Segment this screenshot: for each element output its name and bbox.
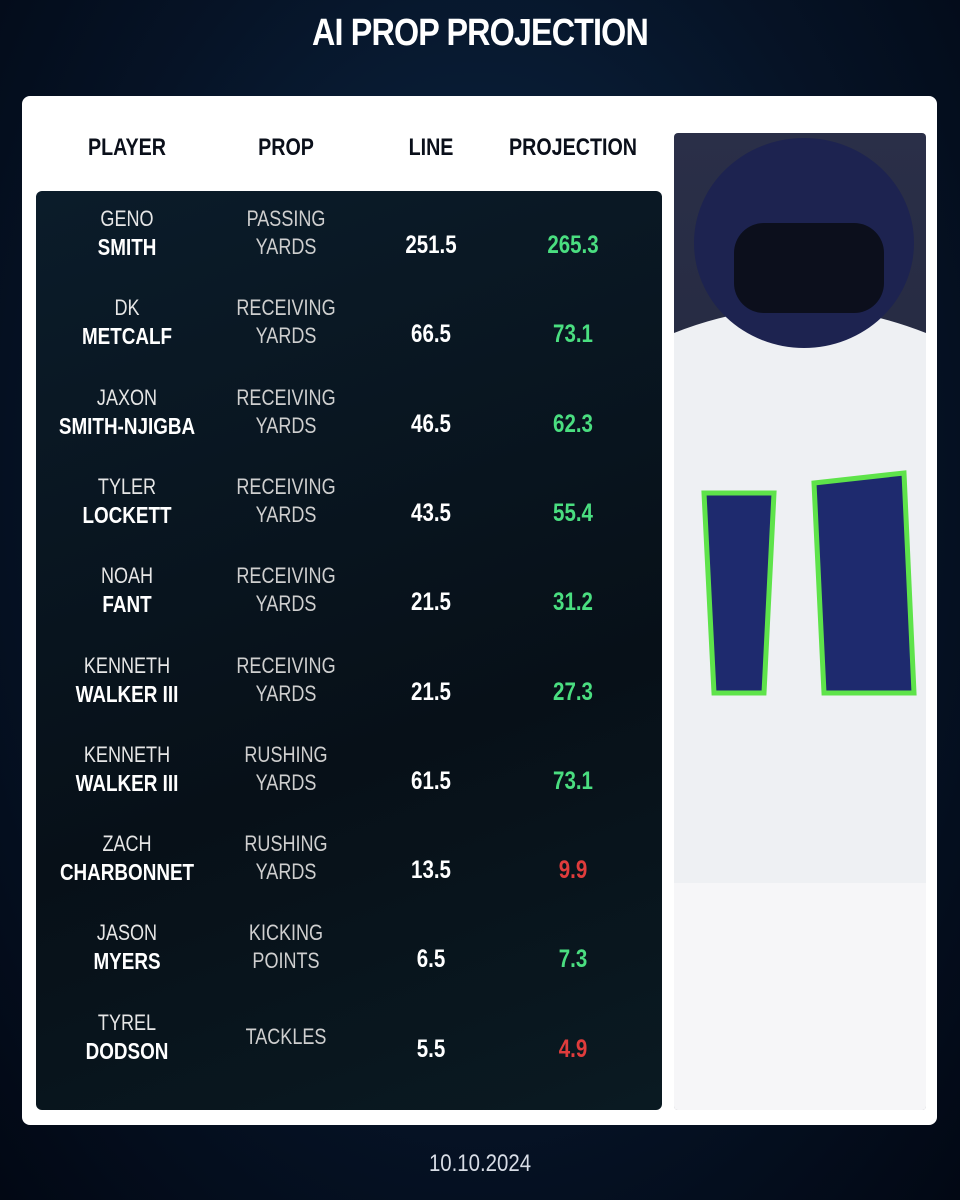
line: 46.5 [411, 409, 451, 438]
projection: 27.3 [553, 677, 593, 706]
prop: RUSHING [244, 741, 328, 767]
line: 6.5 [416, 945, 446, 974]
header: PROJECTION [509, 134, 637, 161]
date: 10.10.2024 [428, 1150, 532, 1177]
first-name: KENNETH [83, 652, 171, 678]
last-name: SMITH [97, 234, 157, 260]
prop: RECEIVING [236, 652, 336, 678]
prop: RUSHING [244, 831, 328, 857]
prop: TACKLES [245, 1023, 327, 1049]
first-name: GENO [100, 206, 154, 231]
player-photo [674, 133, 926, 1110]
last-name: DODSON [85, 1037, 169, 1064]
last-name: WALKER III [75, 680, 179, 707]
first-name: ZACH [102, 831, 152, 857]
projection: 4.9 [558, 1034, 588, 1063]
last-name: SMITH-NJIGBA [58, 412, 196, 439]
header: PROP [258, 134, 314, 161]
prop: KICKING [248, 920, 324, 946]
projection: 62.3 [553, 409, 593, 438]
prop: RECEIVING [236, 563, 336, 589]
line: 66.5 [411, 320, 451, 349]
prop: YARDS [255, 501, 317, 527]
prop: YARDS [255, 859, 317, 885]
line: 251.5 [405, 231, 457, 259]
prop: YARDS [255, 412, 317, 438]
first-name: TYLER [97, 473, 157, 499]
first-name: KENNETH [83, 741, 171, 767]
prop: YARDS [255, 591, 317, 617]
photo-art [674, 138, 926, 1110]
title: AI PROP PROJECTION [312, 12, 649, 54]
last-name: FANT [102, 591, 152, 618]
card: PLAYER PROP LINE PROJECTION GENO SMITH PAS… [22, 96, 937, 1125]
projection: 31.2 [553, 588, 593, 617]
header: LINE [408, 134, 454, 161]
header: PLAYER [87, 134, 167, 161]
last-name: WALKER III [75, 769, 179, 796]
last-name: MYERS [93, 948, 161, 975]
line: 21.5 [411, 588, 451, 617]
projection: 55.4 [553, 498, 593, 527]
line: 21.5 [411, 677, 451, 706]
projection: 73.1 [553, 320, 593, 349]
projection: 9.9 [558, 856, 588, 885]
last-name: LOCKETT [82, 501, 172, 528]
line: 43.5 [411, 498, 451, 527]
first-name: TYREL [97, 1009, 157, 1035]
prop: PASSING [246, 206, 326, 231]
line: 5.5 [416, 1034, 446, 1063]
projection: 7.3 [558, 945, 588, 974]
prop: YARDS [255, 680, 317, 706]
prop: RECEIVING [236, 295, 336, 321]
prop: YARDS [255, 234, 317, 259]
line: 61.5 [411, 766, 451, 795]
first-name: NOAH [100, 563, 154, 589]
pants [674, 883, 926, 1110]
prop: POINTS [252, 948, 320, 974]
last-name: METCALF [81, 323, 173, 350]
facemask [734, 223, 884, 313]
prop: RECEIVING [236, 473, 336, 499]
table-panel: GENO SMITH PASSING YARDS 251.5 265.3 DK METCALF… [36, 191, 662, 1110]
first-name: JAXON [96, 384, 158, 410]
projection: 73.1 [553, 766, 593, 795]
first-name: JASON [96, 920, 158, 946]
prop: YARDS [255, 769, 317, 795]
jersey-number [701, 470, 917, 696]
line: 13.5 [411, 856, 451, 885]
prop: YARDS [255, 323, 317, 349]
prop: RECEIVING [236, 384, 336, 410]
projection: 265.3 [547, 231, 599, 259]
last-name: CHARBONNET [59, 859, 195, 886]
first-name: DK [114, 295, 140, 321]
